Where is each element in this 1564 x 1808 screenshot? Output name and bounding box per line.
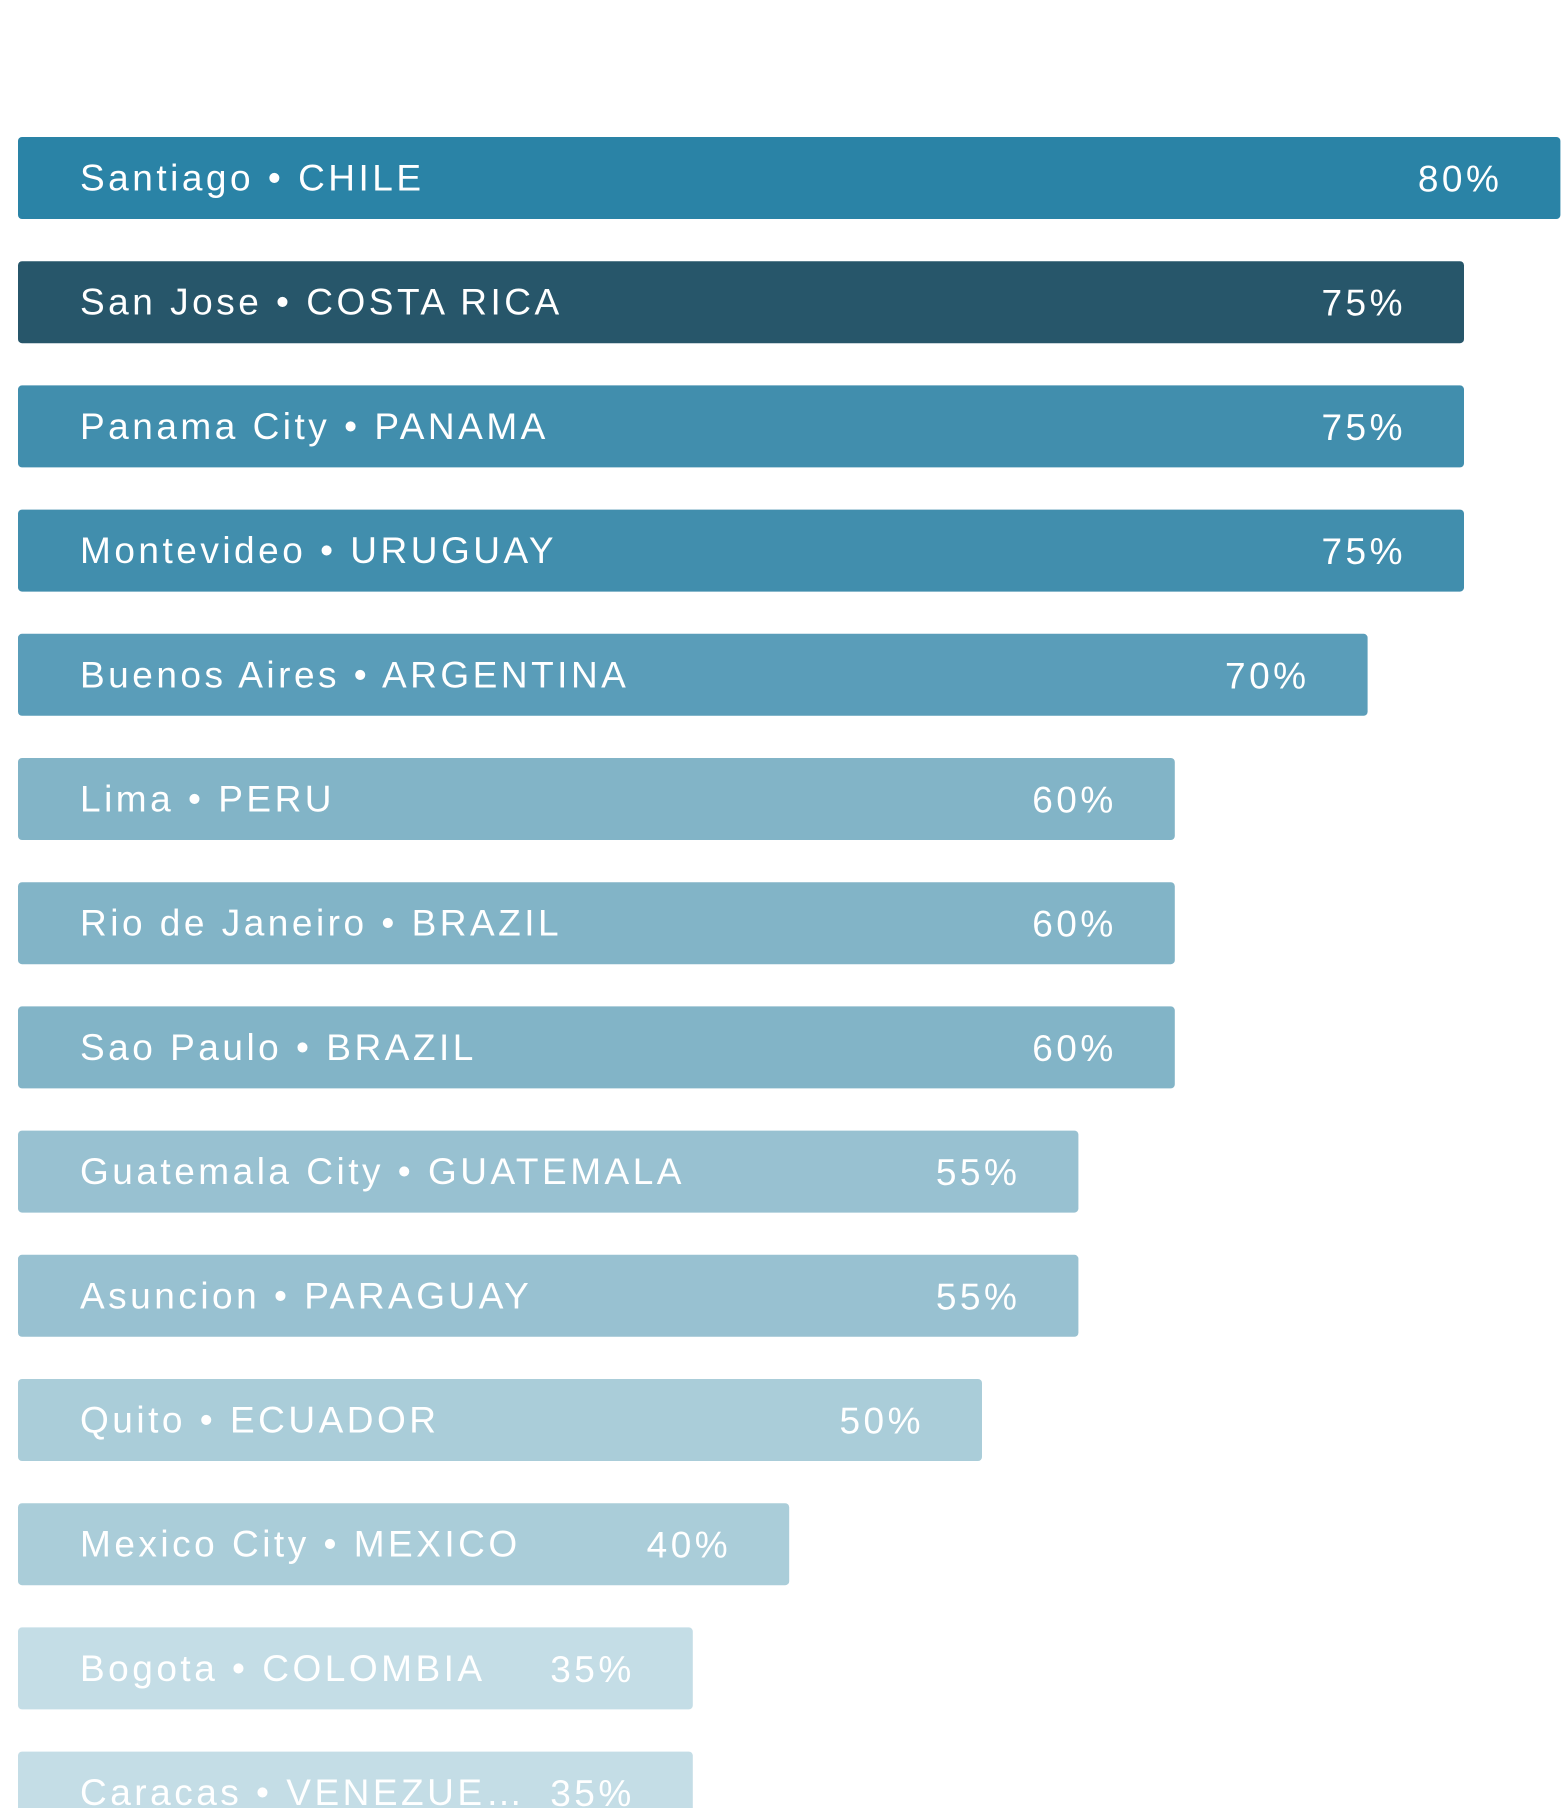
bar (18, 1627, 693, 1710)
bar-label: Panama City • PANAMA (80, 406, 549, 447)
bar-label: Lima • PERU (80, 779, 335, 820)
value-label: 55% (936, 1152, 1021, 1193)
bar (18, 137, 1561, 219)
bar-label: Buenos Aires • ARGENTINA (80, 654, 629, 695)
bar-label: Montevideo • URUGUAY (80, 530, 557, 571)
bar-label: Sao Paulo • BRAZIL (80, 1027, 477, 1068)
bar (18, 1130, 1079, 1213)
bar-label: Quito • ECUADOR (80, 1400, 439, 1441)
bar-label: Mexico City • MEXICO (80, 1524, 521, 1565)
bar-label: Asuncion • PARAGUAY (80, 1275, 532, 1316)
value-label: 70% (1225, 655, 1310, 696)
bar (18, 1006, 1175, 1089)
bar (18, 882, 1175, 965)
bar (18, 633, 1368, 716)
bar (18, 385, 1464, 468)
bar-label: Rio de Janeiro • BRAZIL (80, 903, 562, 944)
bar (18, 1254, 1079, 1337)
bar (18, 261, 1464, 344)
value-label: 35% (550, 1649, 635, 1690)
value-label: 75% (1321, 283, 1406, 324)
bar (18, 758, 1175, 840)
bar-label: Santiago • CHILE (80, 158, 425, 199)
value-label: 60% (1032, 780, 1117, 821)
bar-label: Guatemala City • GUATEMALA (80, 1151, 685, 1192)
bar-label: Bogota • COLOMBIA (80, 1648, 486, 1689)
bar (18, 1379, 982, 1461)
value-label: 80% (1418, 159, 1503, 200)
value-label: 40% (647, 1525, 732, 1566)
bar (18, 509, 1464, 592)
value-label: 60% (1032, 1028, 1117, 1069)
bar-label: Caracas • VENEZUE… (80, 1772, 526, 1808)
value-label: 75% (1321, 407, 1406, 448)
value-label: 50% (839, 1401, 924, 1442)
value-label: 60% (1032, 904, 1117, 945)
value-label: 35% (550, 1773, 635, 1808)
bar (18, 1751, 693, 1808)
bar (18, 1503, 790, 1586)
value-label: 75% (1321, 531, 1406, 572)
bar-label: San Jose • COSTA RICA (80, 282, 563, 323)
value-label: 55% (936, 1276, 1021, 1317)
